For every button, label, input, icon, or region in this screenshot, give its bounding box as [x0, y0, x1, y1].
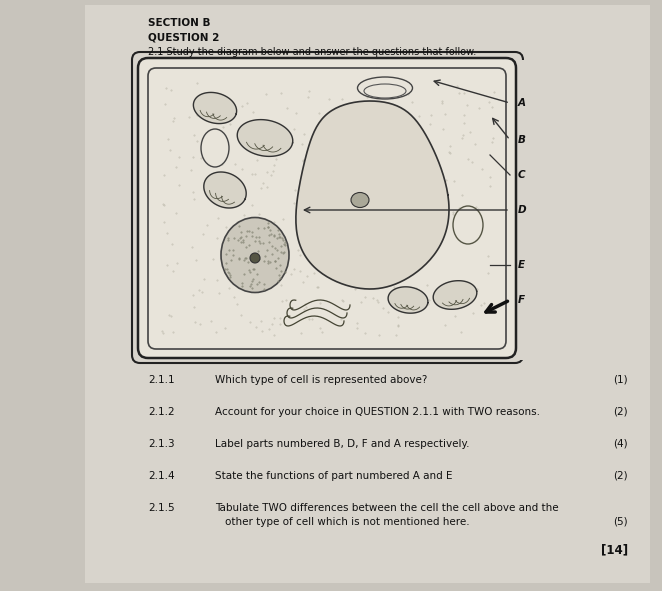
Text: other type of cell which is not mentioned here.: other type of cell which is not mentione… — [225, 517, 469, 527]
Text: 2.1.5: 2.1.5 — [148, 503, 175, 513]
Text: 2.1.2: 2.1.2 — [148, 407, 175, 417]
Polygon shape — [193, 92, 236, 124]
Bar — [515, 60, 645, 360]
Text: Account for your choice in QUESTION 2.1.1 with TWO reasons.: Account for your choice in QUESTION 2.1.… — [215, 407, 540, 417]
Polygon shape — [237, 119, 293, 157]
Text: State the functions of part numbered A and E: State the functions of part numbered A a… — [215, 471, 453, 481]
Polygon shape — [204, 172, 246, 208]
Text: SECTION B: SECTION B — [148, 18, 211, 28]
Text: (4): (4) — [614, 439, 628, 449]
FancyBboxPatch shape — [138, 58, 516, 358]
Text: A: A — [518, 98, 526, 108]
Text: (5): (5) — [614, 517, 628, 527]
Polygon shape — [433, 281, 477, 309]
Text: D: D — [518, 205, 527, 215]
Text: (2): (2) — [614, 471, 628, 481]
Text: 2.1 Study the diagram below and answer the questions that follow.: 2.1 Study the diagram below and answer t… — [148, 47, 476, 57]
Text: 2.1.3: 2.1.3 — [148, 439, 175, 449]
Ellipse shape — [201, 129, 229, 167]
Ellipse shape — [250, 253, 260, 263]
Polygon shape — [388, 287, 428, 313]
Text: Label parts numbered B, D, F and A respectively.: Label parts numbered B, D, F and A respe… — [215, 439, 469, 449]
Ellipse shape — [453, 206, 483, 244]
Text: (1): (1) — [614, 375, 628, 385]
Text: C: C — [518, 170, 526, 180]
Text: 2.1.1: 2.1.1 — [148, 375, 175, 385]
Polygon shape — [296, 101, 449, 289]
Text: E: E — [518, 260, 525, 270]
Text: 2.1.4: 2.1.4 — [148, 471, 175, 481]
Text: [14]: [14] — [601, 543, 628, 556]
Text: Which type of cell is represented above?: Which type of cell is represented above? — [215, 375, 428, 385]
Ellipse shape — [357, 77, 412, 99]
Text: QUESTION 2: QUESTION 2 — [148, 32, 219, 42]
FancyBboxPatch shape — [132, 52, 523, 363]
Ellipse shape — [221, 217, 289, 293]
Text: Tabulate TWO differences between the cell the cell above and the: Tabulate TWO differences between the cel… — [215, 503, 559, 513]
FancyBboxPatch shape — [85, 5, 650, 583]
Text: F: F — [518, 295, 525, 305]
Text: (2): (2) — [614, 407, 628, 417]
Text: B: B — [518, 135, 526, 145]
Ellipse shape — [351, 193, 369, 207]
